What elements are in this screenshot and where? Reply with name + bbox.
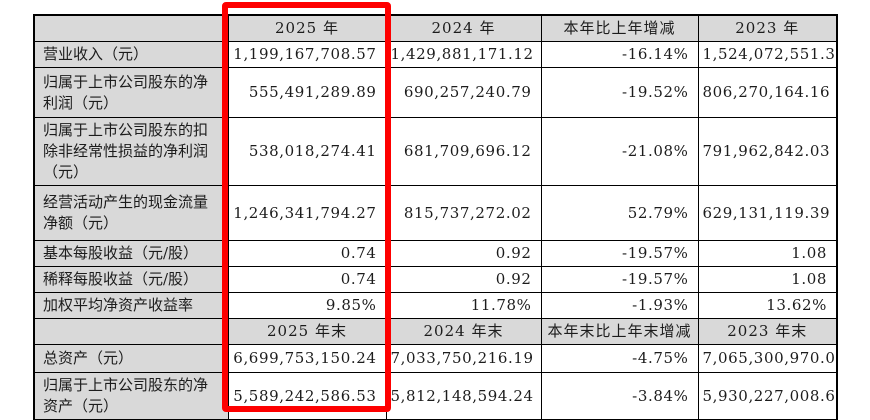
row-label: 总资产（元） [33, 344, 229, 373]
financial-summary-table: 2025 年 2024 年 本年比上年增减 2023 年 营业收入（元） 1,1… [33, 14, 838, 420]
value-2025: 6,699,753,150.24 [227, 344, 387, 373]
value-2025: 538,018,274.41 [227, 117, 387, 186]
row-label: 归属于上市公司股东的净资产（元） [33, 372, 229, 420]
header-end-change: 本年末比上年末增减 [540, 318, 699, 345]
value-change: 52.79% [540, 185, 699, 241]
value-2025: 0.74 [227, 240, 387, 267]
value-2025: 9.85% [227, 292, 387, 319]
row-label: 经营活动产生的现金流量净额（元） [33, 185, 229, 241]
value-2023: 1.08 [697, 266, 838, 293]
row-label: 归属于上市公司股东的扣除非经常性损益的净利润（元） [33, 117, 229, 186]
table-row-net-profit-excl-nonrecurring: 归属于上市公司股东的扣除非经常性损益的净利润（元） 538,018,274.41… [33, 117, 838, 186]
value-change: -21.08% [540, 117, 699, 186]
table-row-net-assets: 归属于上市公司股东的净资产（元） 5,589,242,586.53 5,812,… [33, 372, 838, 420]
value-change: -3.84% [540, 372, 699, 420]
value-2024: 5,812,148,594.24 [385, 372, 542, 420]
value-2025: 1,199,167,708.57 [227, 41, 387, 68]
value-2024: 11.78% [385, 292, 542, 319]
header-empty-cell [33, 14, 229, 42]
header-yoy-change: 本年比上年增减 [540, 14, 699, 42]
value-2023: 7,065,300,970.08 [697, 344, 838, 373]
value-change: -4.75% [540, 344, 699, 373]
value-change: -16.14% [540, 41, 699, 68]
header-2023-end: 2023 年末 [697, 318, 838, 345]
table-row-weighted-avg-roe: 加权平均净资产收益率 9.85% 11.78% -1.93% 13.62% [33, 292, 838, 319]
value-2024: 815,737,272.02 [385, 185, 542, 241]
header-2025-end: 2025 年末 [227, 318, 387, 345]
value-2024: 690,257,240.79 [385, 67, 542, 118]
row-label: 稀释每股收益（元/股） [33, 266, 229, 293]
value-2023: 1.08 [697, 240, 838, 267]
value-2025: 1,246,341,794.27 [227, 185, 387, 241]
header-2024: 2024 年 [385, 14, 542, 42]
value-2025: 555,491,289.89 [227, 67, 387, 118]
value-2023: 13.62% [697, 292, 838, 319]
key-financials-table: 2025 年 2024 年 本年比上年增减 2023 年 营业收入（元） 1,1… [33, 14, 838, 420]
table-row-total-assets: 总资产（元） 6,699,753,150.24 7,033,750,216.19… [33, 344, 838, 373]
value-2024: 1,429,881,171.12 [385, 41, 542, 68]
row-label: 归属于上市公司股东的净利润（元） [33, 67, 229, 118]
value-2024: 0.92 [385, 266, 542, 293]
value-2023: 791,962,842.03 [697, 117, 838, 186]
table-row-basic-eps: 基本每股收益（元/股） 0.74 0.92 -19.57% 1.08 [33, 240, 838, 267]
header-row-period-end: 2025 年末 2024 年末 本年末比上年末增减 2023 年末 [33, 318, 838, 345]
header-row-current-year: 2025 年 2024 年 本年比上年增减 2023 年 [33, 14, 838, 42]
value-2025: 0.74 [227, 266, 387, 293]
header-empty-cell [33, 318, 229, 345]
value-2023: 1,524,072,551.32 [697, 41, 838, 68]
table-row-net-profit: 归属于上市公司股东的净利润（元） 555,491,289.89 690,257,… [33, 67, 838, 118]
value-change: -19.57% [540, 240, 699, 267]
header-2025: 2025 年 [227, 14, 387, 42]
table-row-diluted-eps: 稀释每股收益（元/股） 0.74 0.92 -19.57% 1.08 [33, 266, 838, 293]
header-2024-end: 2024 年末 [385, 318, 542, 345]
value-2025: 5,589,242,586.53 [227, 372, 387, 420]
value-2023: 629,131,119.39 [697, 185, 838, 241]
value-2023: 5,930,227,008.65 [697, 372, 838, 420]
value-2024: 7,033,750,216.19 [385, 344, 542, 373]
row-label: 营业收入（元） [33, 41, 229, 68]
value-change: -19.52% [540, 67, 699, 118]
value-2023: 806,270,164.16 [697, 67, 838, 118]
table-row-revenue: 营业收入（元） 1,199,167,708.57 1,429,881,171.1… [33, 41, 838, 68]
value-2024: 0.92 [385, 240, 542, 267]
row-label: 加权平均净资产收益率 [33, 292, 229, 319]
value-change: -1.93% [540, 292, 699, 319]
header-2023: 2023 年 [697, 14, 838, 42]
row-label: 基本每股收益（元/股） [33, 240, 229, 267]
value-2024: 681,709,696.12 [385, 117, 542, 186]
table-row-operating-cash-flow: 经营活动产生的现金流量净额（元） 1,246,341,794.27 815,73… [33, 185, 838, 241]
value-change: -19.57% [540, 266, 699, 293]
